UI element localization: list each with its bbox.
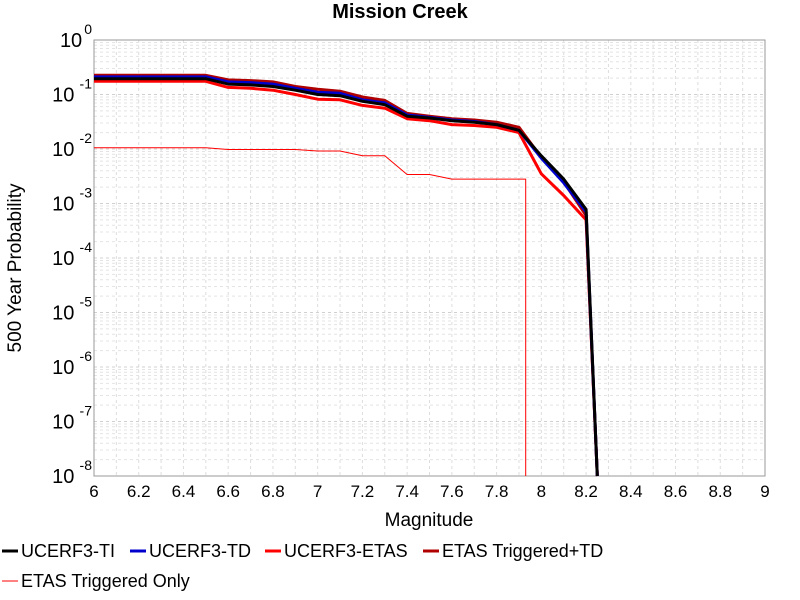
y-tick-base: 10	[52, 139, 74, 161]
legend-label: UCERF3-ETAS	[284, 541, 408, 561]
y-tick-exponent: 0	[84, 21, 92, 37]
y-tick-base: 10	[52, 248, 74, 270]
x-tick-label: 7.4	[395, 482, 419, 501]
y-tick-base: 10	[52, 194, 74, 216]
x-tick-label: 7.6	[440, 482, 464, 501]
y-tick-label: -5 10	[52, 294, 92, 325]
y-tick-exponent: -7	[80, 403, 93, 419]
x-tick-label: 7	[313, 482, 322, 501]
y-axis-title: 500 Year Probability	[5, 183, 26, 353]
x-tick-label: 6.6	[216, 482, 240, 501]
legend-label: ETAS Triggered+TD	[442, 541, 603, 561]
y-tick-exponent: -2	[80, 130, 93, 146]
y-tick-exponent: -3	[80, 185, 93, 201]
series-line-etas-triggered-only	[94, 147, 527, 476]
x-tick-label: 8.6	[664, 482, 688, 501]
y-tick-base: 10	[52, 412, 74, 434]
y-tick-label: -3 10	[52, 185, 92, 216]
x-tick-label: 8.8	[708, 482, 732, 501]
x-tick-label: 8.4	[619, 482, 643, 501]
x-axis-title: Magnitude	[385, 510, 474, 531]
x-tick-label: 6.2	[127, 482, 151, 501]
x-tick-label: 7.8	[485, 482, 509, 501]
y-tick-labels: 010-110-210-310-410-510-610-710-810	[52, 21, 92, 488]
legend-item: UCERF3-ETAS	[265, 541, 408, 561]
y-tick-label: -2 10	[52, 130, 92, 161]
y-tick-label: -7 10	[52, 403, 92, 434]
y-tick-label: 010	[60, 21, 92, 52]
legend-item: UCERF3-TD	[130, 541, 251, 561]
x-tick-labels: 6 6.2 6.4 6.6 6.8 7 7.2 7.4 7.6 7.8 8 8.2 8.4 8.6 8.8 9	[89, 482, 769, 501]
y-tick-base: 10	[52, 85, 74, 107]
y-tick-label: -6 10	[52, 348, 92, 379]
y-tick-label: -1 10	[52, 76, 92, 107]
y-tick-label: -8 10	[52, 457, 92, 488]
series-layer	[94, 73, 599, 477]
legend-item: UCERF3-TI	[2, 541, 115, 561]
x-tick-label: 8.2	[574, 482, 598, 501]
y-tick-base: 10	[52, 466, 74, 488]
y-tick-label: -4 10	[52, 239, 92, 270]
chart-title: Mission Creek	[332, 1, 468, 23]
y-tick-exponent: -1	[80, 76, 93, 92]
x-tick-label: 9	[760, 482, 769, 501]
series-line-ucerf3-ti	[94, 77, 599, 477]
legend-item: ETAS Triggered Only	[2, 571, 190, 591]
legend-label: UCERF3-TD	[149, 541, 251, 561]
series-line-ucerf3-etas	[94, 79, 599, 477]
legend-item: ETAS Triggered+TD	[423, 541, 603, 561]
y-tick-exponent: -5	[80, 294, 93, 310]
legend-label: UCERF3-TI	[21, 541, 115, 561]
x-tick-label: 6	[89, 482, 98, 501]
legend-label: ETAS Triggered Only	[21, 571, 190, 591]
x-tick-label: 7.2	[351, 482, 375, 501]
y-tick-base: 10	[52, 357, 74, 379]
legend: UCERF3-TI UCERF3-TD UCERF3-ETAS ETAS Trigge…	[2, 541, 603, 591]
y-tick-base: 10	[60, 30, 82, 52]
x-tick-label: 6.8	[261, 482, 285, 501]
y-tick-exponent: -6	[80, 348, 93, 364]
x-tick-label: 8	[537, 482, 546, 501]
plot-frame	[93, 39, 766, 477]
y-tick-exponent: -8	[80, 457, 93, 473]
y-tick-exponent: -4	[80, 239, 93, 255]
y-tick-base: 10	[52, 303, 74, 325]
x-tick-label: 6.4	[172, 482, 196, 501]
